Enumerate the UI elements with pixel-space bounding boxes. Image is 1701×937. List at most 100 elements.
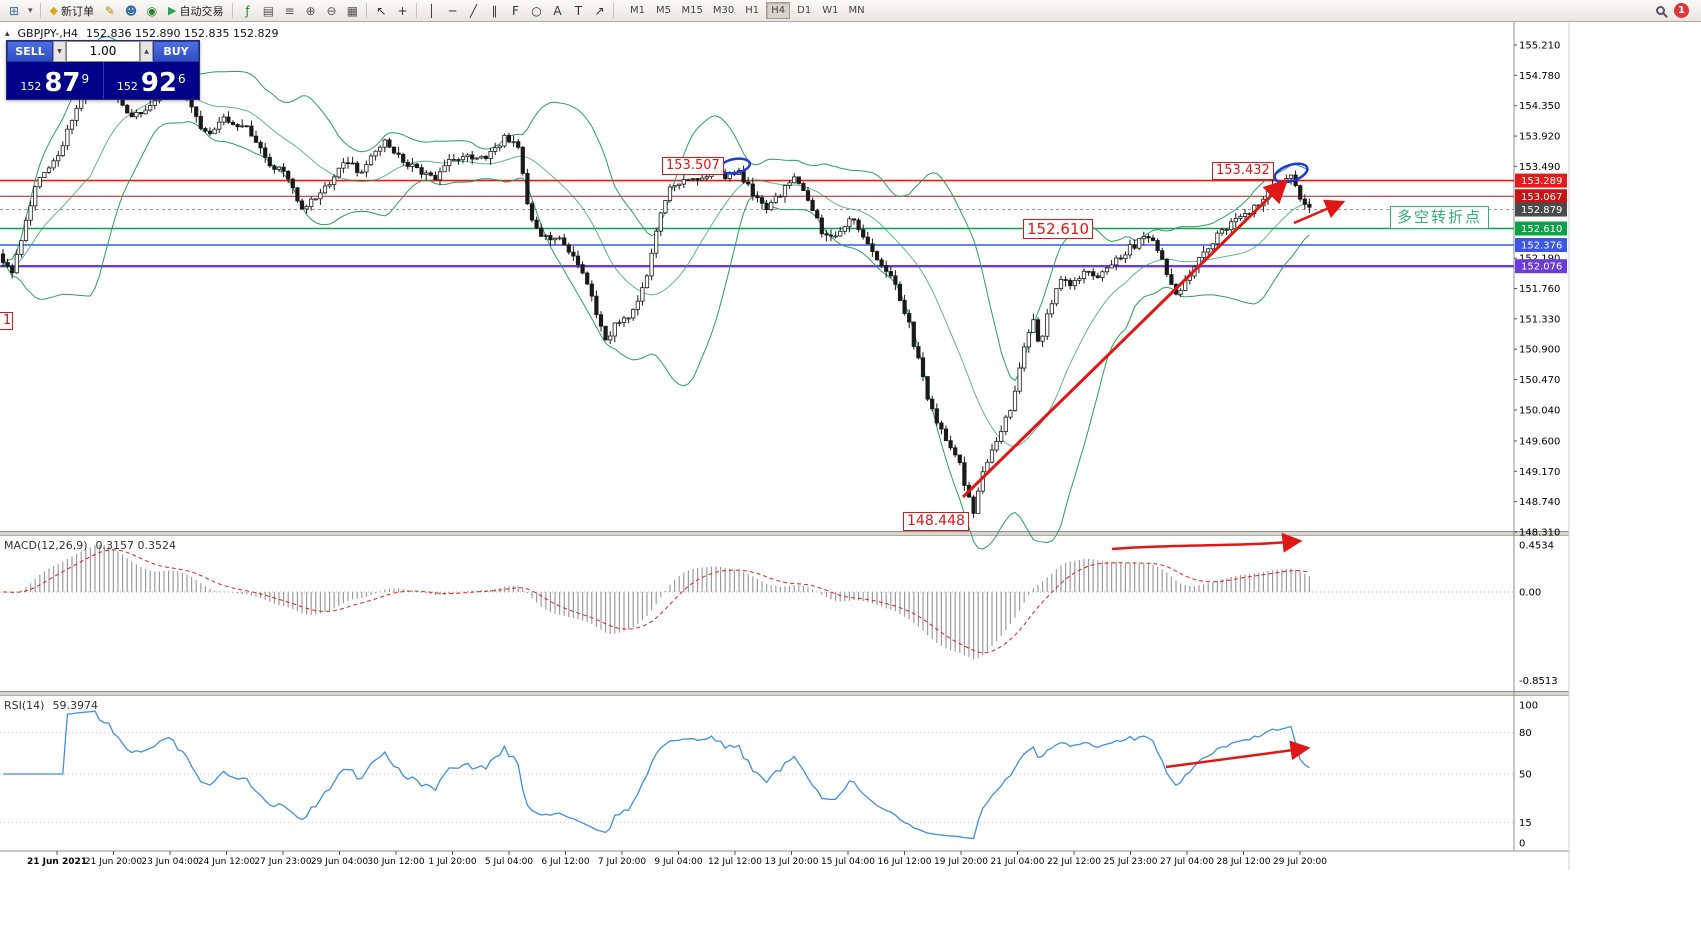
svg-text:19 Jul 20:00: 19 Jul 20:00 xyxy=(934,857,988,867)
volume-input[interactable]: 1.00 xyxy=(66,41,140,62)
timeframe-mn-button[interactable]: MN xyxy=(848,5,865,16)
new-chart-icon[interactable]: ⊞ xyxy=(8,3,20,18)
zoom-out-icon[interactable]: ⊖ xyxy=(326,3,337,18)
svg-text:149.170: 149.170 xyxy=(1519,467,1560,478)
toolbar-separator xyxy=(232,3,234,18)
arrow-tool-icon[interactable]: ↗ xyxy=(594,3,605,18)
zoom-in-icon[interactable]: ⊕ xyxy=(305,3,316,18)
annotation-level-148448[interactable]: 148.448 xyxy=(903,512,969,531)
svg-text:152.610: 152.610 xyxy=(1521,224,1562,235)
one-click-trade-panel: SELL ▼ 1.00 ▲ BUY 152 87 9 152 92 6 xyxy=(6,40,200,100)
chart-symbol-label: GBPJPY-,H4 xyxy=(17,27,79,40)
buy-price[interactable]: 152 92 6 xyxy=(104,62,200,99)
sell-price[interactable]: 152 87 9 xyxy=(7,62,103,99)
fibonacci-icon[interactable]: F xyxy=(512,3,519,18)
svg-text:24 Jun 12:00: 24 Jun 12:00 xyxy=(198,857,255,867)
community-icon[interactable]: ☻ xyxy=(124,3,138,18)
toolbar-separator xyxy=(39,3,41,18)
volume-decrement-button[interactable]: ▼ xyxy=(53,41,66,62)
svg-text:27 Jul 04:00: 27 Jul 04:00 xyxy=(1160,857,1214,867)
rsi-plot xyxy=(0,710,1514,840)
profiles-dropdown-icon[interactable]: ▾ xyxy=(28,5,33,16)
svg-text:6 Jul 12:00: 6 Jul 12:00 xyxy=(541,857,590,867)
uptrend-arrow[interactable] xyxy=(961,178,1289,499)
svg-text:149.600: 149.600 xyxy=(1519,436,1560,447)
svg-text:100: 100 xyxy=(1519,701,1538,712)
svg-text:28 Jul 12:00: 28 Jul 12:00 xyxy=(1217,857,1271,867)
svg-text:148.310: 148.310 xyxy=(1519,528,1560,539)
annotation-turning-point[interactable]: 多空转折点 xyxy=(1390,206,1490,229)
sell-button[interactable]: SELL xyxy=(7,41,53,62)
svg-text:150.040: 150.040 xyxy=(1519,405,1560,416)
pane-separators xyxy=(0,22,1570,870)
label-icon[interactable]: T xyxy=(574,3,583,18)
autotrading-button[interactable]: ▶ 自动交易 xyxy=(163,2,228,20)
svg-text:7 Jul 20:00: 7 Jul 20:00 xyxy=(598,857,647,867)
svg-text:16 Jul 12:00: 16 Jul 12:00 xyxy=(878,857,932,867)
timeframe-h4-button[interactable]: H4 xyxy=(766,2,791,19)
annotation-level-153507[interactable]: 153.507 xyxy=(662,157,724,175)
market-depth-icon[interactable]: ≡ xyxy=(284,3,295,18)
svg-text:151.760: 151.760 xyxy=(1519,284,1560,295)
buy-button[interactable]: BUY xyxy=(153,41,199,62)
cursor-icon[interactable]: ↖ xyxy=(376,3,387,18)
timeframe-w1-button[interactable]: W1 xyxy=(822,5,839,16)
volume-increment-button[interactable]: ▲ xyxy=(140,41,153,62)
svg-text:151.330: 151.330 xyxy=(1519,314,1560,325)
chart-ohlc-header: ▴ GBPJPY-,H4 152.836 152.890 152.835 152… xyxy=(5,27,278,40)
timeframe-m5-button[interactable]: M5 xyxy=(655,5,671,16)
svg-text:153.920: 153.920 xyxy=(1519,132,1560,143)
svg-text:29 Jun 04:00: 29 Jun 04:00 xyxy=(311,857,368,867)
svg-text:23 Jun 04:00: 23 Jun 04:00 xyxy=(141,857,198,867)
sell-price-prefix: 152 xyxy=(20,80,42,93)
annotation-level-153432[interactable]: 153.432 xyxy=(1212,162,1274,180)
timeframe-d1-button[interactable]: D1 xyxy=(797,5,812,16)
timeframe-m15-button[interactable]: M15 xyxy=(681,5,703,16)
timeframe-m1-button[interactable]: M1 xyxy=(629,5,645,16)
trendline-icon[interactable]: ╱ xyxy=(469,3,478,18)
text-icon[interactable]: A xyxy=(553,3,562,18)
timeframe-m30-button[interactable]: M30 xyxy=(712,5,735,16)
autotrading-icon: ▶ xyxy=(168,4,177,17)
drawn-annotations xyxy=(718,157,1346,769)
shapes-icon[interactable]: ○ xyxy=(531,3,542,18)
crosshair-icon[interactable]: + xyxy=(397,3,408,18)
annotation-level-152610[interactable]: 152.610 xyxy=(1023,219,1094,239)
channel-icon[interactable]: ∥ xyxy=(491,3,498,18)
svg-text:0.4534: 0.4534 xyxy=(1519,540,1554,551)
svg-text:27 Jun 23:00: 27 Jun 23:00 xyxy=(254,857,311,867)
metaeditor-icon[interactable]: ✎ xyxy=(104,3,116,18)
macd-name: MACD(12,26,9) xyxy=(4,539,88,552)
market-icon[interactable]: ◉ xyxy=(146,3,158,18)
svg-text:155.210: 155.210 xyxy=(1519,41,1560,52)
svg-text:-0.8513: -0.8513 xyxy=(1519,676,1558,687)
svg-text:50: 50 xyxy=(1519,770,1532,781)
circle-annotation-153432[interactable] xyxy=(1272,160,1309,186)
svg-text:154.780: 154.780 xyxy=(1519,71,1560,82)
svg-text:80: 80 xyxy=(1519,728,1532,739)
rsi-trend-arrow[interactable] xyxy=(1165,740,1311,769)
forecast-arrow[interactable] xyxy=(1293,199,1346,225)
horizontal-line-icon[interactable]: ─ xyxy=(448,3,457,18)
circle-annotation-153507[interactable] xyxy=(718,157,752,176)
vertical-line-icon[interactable]: │ xyxy=(427,3,436,18)
svg-text:15 Jul 04:00: 15 Jul 04:00 xyxy=(821,857,875,867)
chart-canvas[interactable]: 155.210 154.780 154.350 153.920 153.490 152.1… xyxy=(0,22,1701,937)
buy-price-big: 92 xyxy=(140,67,178,98)
macd-pane-label: MACD(12,26,9) 0.3157 0.3524 xyxy=(4,539,176,552)
search-icon[interactable] xyxy=(1656,6,1665,15)
collapse-panel-icon[interactable]: ▴ xyxy=(5,28,10,39)
timeframe-h1-button[interactable]: H1 xyxy=(745,5,760,16)
svg-text:150.900: 150.900 xyxy=(1519,345,1560,356)
new-order-button[interactable]: ◆ 新订单 xyxy=(45,2,99,20)
svg-text:153.490: 153.490 xyxy=(1519,162,1560,173)
indicators-icon[interactable]: ƒ xyxy=(245,3,250,18)
macd-trend-arrow[interactable] xyxy=(1111,532,1303,553)
tile-windows-icon[interactable]: ▦ xyxy=(346,3,359,18)
data-window-icon[interactable]: ▤ xyxy=(262,3,275,18)
notification-badge[interactable]: 1 xyxy=(1674,3,1689,18)
svg-text:12 Jul 12:00: 12 Jul 12:00 xyxy=(708,857,762,867)
buy-price-sup: 6 xyxy=(178,72,186,86)
annotation-left-partial[interactable]: 1 xyxy=(0,312,13,330)
